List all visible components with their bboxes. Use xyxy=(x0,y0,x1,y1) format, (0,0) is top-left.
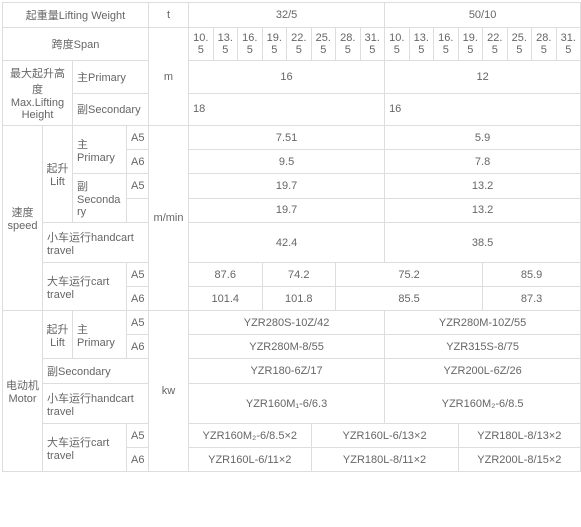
mo-c-a5-2: YZR160L-6/13×2 xyxy=(311,424,458,448)
sp-c-a6-3: 85.5 xyxy=(336,287,483,311)
lift-label: 起升Lift xyxy=(43,126,73,223)
span-val: 10.5 xyxy=(189,28,214,61)
secondary-label: 副Secondary xyxy=(73,93,149,126)
a5-label: A5 xyxy=(127,311,149,335)
unit-mmin: m/min xyxy=(149,126,189,311)
span-val: 19.5 xyxy=(262,28,287,61)
span-val: 28.5 xyxy=(336,28,361,61)
a6-label: A6 xyxy=(127,448,149,472)
span-val: 31.5 xyxy=(360,28,385,61)
sp-lp-a5-1: 7.51 xyxy=(189,126,385,150)
secondary-label: 副Secondary xyxy=(43,359,149,384)
mo-lp-a6-1: YZR280M-8/55 xyxy=(189,335,385,359)
sp-hc-1: 42.4 xyxy=(189,223,385,263)
cart-label: 大车运行cart travel xyxy=(43,424,127,472)
span-val: 13.5 xyxy=(213,28,238,61)
model-1: 32/5 xyxy=(189,3,385,28)
sp-lp-a5-2: 5.9 xyxy=(385,126,581,150)
span-val: 10.5 xyxy=(385,28,410,61)
span-val: 19.5 xyxy=(458,28,483,61)
max-lift-height-label: 最大起升高度 Max.Lifting Height xyxy=(3,61,73,126)
sp-c-a5-3: 75.2 xyxy=(336,263,483,287)
span-val: 16.5 xyxy=(238,28,263,61)
sp-ls-a6-2: 13.2 xyxy=(385,198,581,223)
span-label: 跨度Span xyxy=(3,28,149,61)
a5-label: A5 xyxy=(127,126,149,150)
speed-label: 速度speed xyxy=(3,126,43,311)
a5-label: A5 xyxy=(127,424,149,448)
mo-ls-1: YZR180-6Z/17 xyxy=(189,359,385,384)
h-secondary-2: 16 xyxy=(385,93,581,126)
h-primary-2: 12 xyxy=(385,61,581,94)
a6-label: A6 xyxy=(127,287,149,311)
empty xyxy=(127,198,149,223)
secondary-label: 副Secondary xyxy=(73,174,127,223)
mo-lp-a5-2: YZR280M-10Z/55 xyxy=(385,311,581,335)
handcart-label: 小车运行handcart travel xyxy=(43,384,149,424)
sp-c-a5-4: 85.9 xyxy=(483,263,581,287)
primary-label: 主Primary xyxy=(73,311,127,359)
sp-c-a5-1: 87.6 xyxy=(189,263,263,287)
primary-label: 主Primary xyxy=(73,126,127,174)
span-val: 31.5 xyxy=(556,28,581,61)
sp-ls-a5-2: 13.2 xyxy=(385,174,581,199)
h-secondary-1: 18 xyxy=(189,93,385,126)
motor-label: 电动机Motor xyxy=(3,311,43,472)
sp-ls-a6-1: 19.7 xyxy=(189,198,385,223)
spec-table: 起重量Lifting Weight t 32/5 50/10 跨度Span m … xyxy=(2,2,581,472)
primary-label: 主Primary xyxy=(73,61,149,94)
mo-c-a5-1: YZR160M₂-6/8.5×2 xyxy=(189,424,312,448)
span-val: 16.5 xyxy=(434,28,459,61)
cart-label: 大车运行cart travel xyxy=(43,263,127,311)
text: Max.Lifting Height xyxy=(11,97,64,121)
span-val: 22.5 xyxy=(483,28,508,61)
text: 最大起升高度 xyxy=(10,68,65,96)
span-val: 25.5 xyxy=(507,28,532,61)
mo-hc-2: YZR160M₂-6/8.5 xyxy=(385,384,581,424)
lift-label: 起升Lift xyxy=(43,311,73,359)
a6-label: A6 xyxy=(127,150,149,174)
a6-label: A6 xyxy=(127,335,149,359)
mo-hc-1: YZR160M₁-6/6.3 xyxy=(189,384,385,424)
model-2: 50/10 xyxy=(385,3,581,28)
h-primary-1: 16 xyxy=(189,61,385,94)
unit-kw: kw xyxy=(149,311,189,472)
lifting-weight-unit: t xyxy=(149,3,189,28)
a5-label: A5 xyxy=(127,174,149,199)
a5-label: A5 xyxy=(127,263,149,287)
span-val: 22.5 xyxy=(287,28,312,61)
mo-ls-2: YZR200L-6Z/26 xyxy=(385,359,581,384)
sp-lp-a6-2: 7.8 xyxy=(385,150,581,174)
handcart-label: 小车运行handcart travel xyxy=(43,223,149,263)
sp-c-a5-2: 74.2 xyxy=(262,263,336,287)
sp-ls-a5-1: 19.7 xyxy=(189,174,385,199)
span-val: 13.5 xyxy=(409,28,434,61)
mo-c-a6-2: YZR180L-8/11×2 xyxy=(311,448,458,472)
mo-lp-a5-1: YZR280S-10Z/42 xyxy=(189,311,385,335)
sp-lp-a6-1: 9.5 xyxy=(189,150,385,174)
span-val: 25.5 xyxy=(311,28,336,61)
sp-c-a6-2: 101.8 xyxy=(262,287,336,311)
lifting-weight-label: 起重量Lifting Weight xyxy=(3,3,149,28)
sp-hc-2: 38.5 xyxy=(385,223,581,263)
span-val: 28.5 xyxy=(532,28,557,61)
mo-c-a6-3: YZR200L-8/15×2 xyxy=(458,448,581,472)
sp-c-a6-4: 87.3 xyxy=(483,287,581,311)
mo-lp-a6-2: YZR315S-8/75 xyxy=(385,335,581,359)
unit-m: m xyxy=(149,28,189,126)
sp-c-a6-1: 101.4 xyxy=(189,287,263,311)
mo-c-a6-1: YZR160L-6/11×2 xyxy=(189,448,312,472)
mo-c-a5-3: YZR180L-8/13×2 xyxy=(458,424,581,448)
